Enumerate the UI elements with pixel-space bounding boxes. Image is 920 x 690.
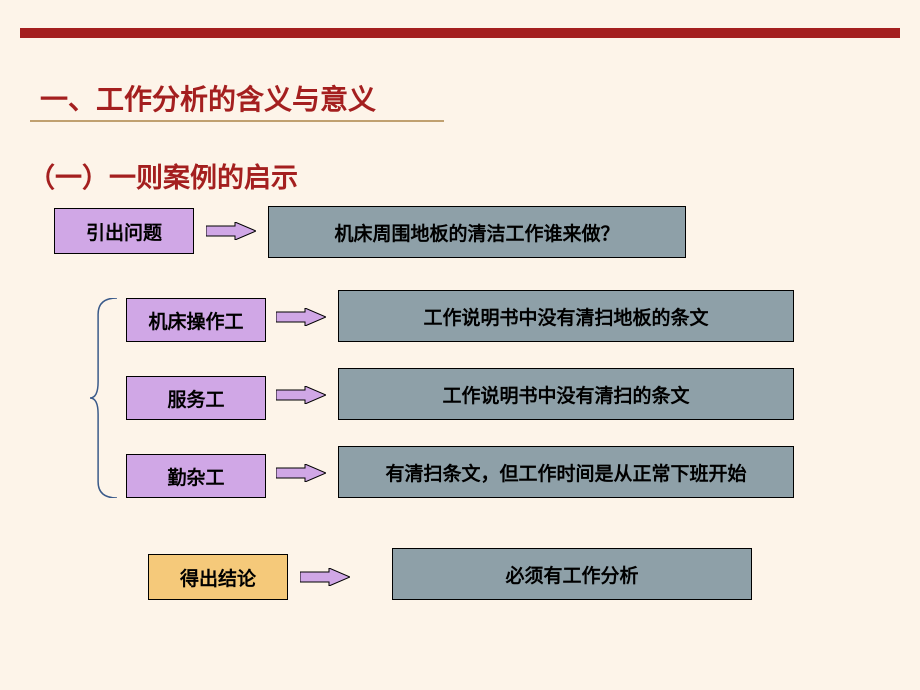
box-intro-q-label: 机床周围地板的清洁工作谁来做？ [334,219,619,246]
box-desc-2: 工作说明书中没有清扫的条文 [338,368,794,420]
box-intro-problem: 引出问题 [54,208,194,254]
box-intro-question: 机床周围地板的清洁工作谁来做？ [268,206,686,258]
title-text: 一、工作分析的含义与意义 [40,84,376,115]
box-desc1-label: 工作说明书中没有清扫地板的条文 [423,303,708,330]
box-conclusion-r-label: 必须有工作分析 [505,561,638,588]
box-desc3-label: 有清扫条文，但工作时间是从正常下班开始 [385,459,746,486]
header-red-bar [20,28,900,38]
title-underline [30,120,444,122]
arrow-role2 [276,386,326,404]
box-role-machine-operator: 机床操作工 [126,298,266,342]
box-desc-1: 工作说明书中没有清扫地板的条文 [338,290,794,342]
box-role-service-worker: 服务工 [126,376,266,420]
box-desc-3: 有清扫条文，但工作时间是从正常下班开始 [338,446,794,498]
box-role-janitor: 勤杂工 [126,454,266,498]
arrow-conclusion [300,568,350,586]
arrow-role3 [276,464,326,482]
box-intro-label: 引出问题 [86,218,162,245]
box-desc2-label: 工作说明书中没有清扫的条文 [442,381,689,408]
box-role3-label: 勤杂工 [167,463,224,490]
page-subtitle: （一）一则案例的启示 [28,156,298,195]
box-role1-label: 机床操作工 [148,307,243,334]
box-conclusion: 得出结论 [148,554,288,600]
arrow-role1 [276,308,326,326]
arrow-intro [206,222,256,240]
subtitle-text: （一）一则案例的启示 [28,163,298,193]
box-role2-label: 服务工 [167,385,224,412]
box-conclusion-label: 得出结论 [180,564,256,591]
box-conclusion-result: 必须有工作分析 [392,548,752,600]
page-title: 一、工作分析的含义与意义 [40,78,376,118]
